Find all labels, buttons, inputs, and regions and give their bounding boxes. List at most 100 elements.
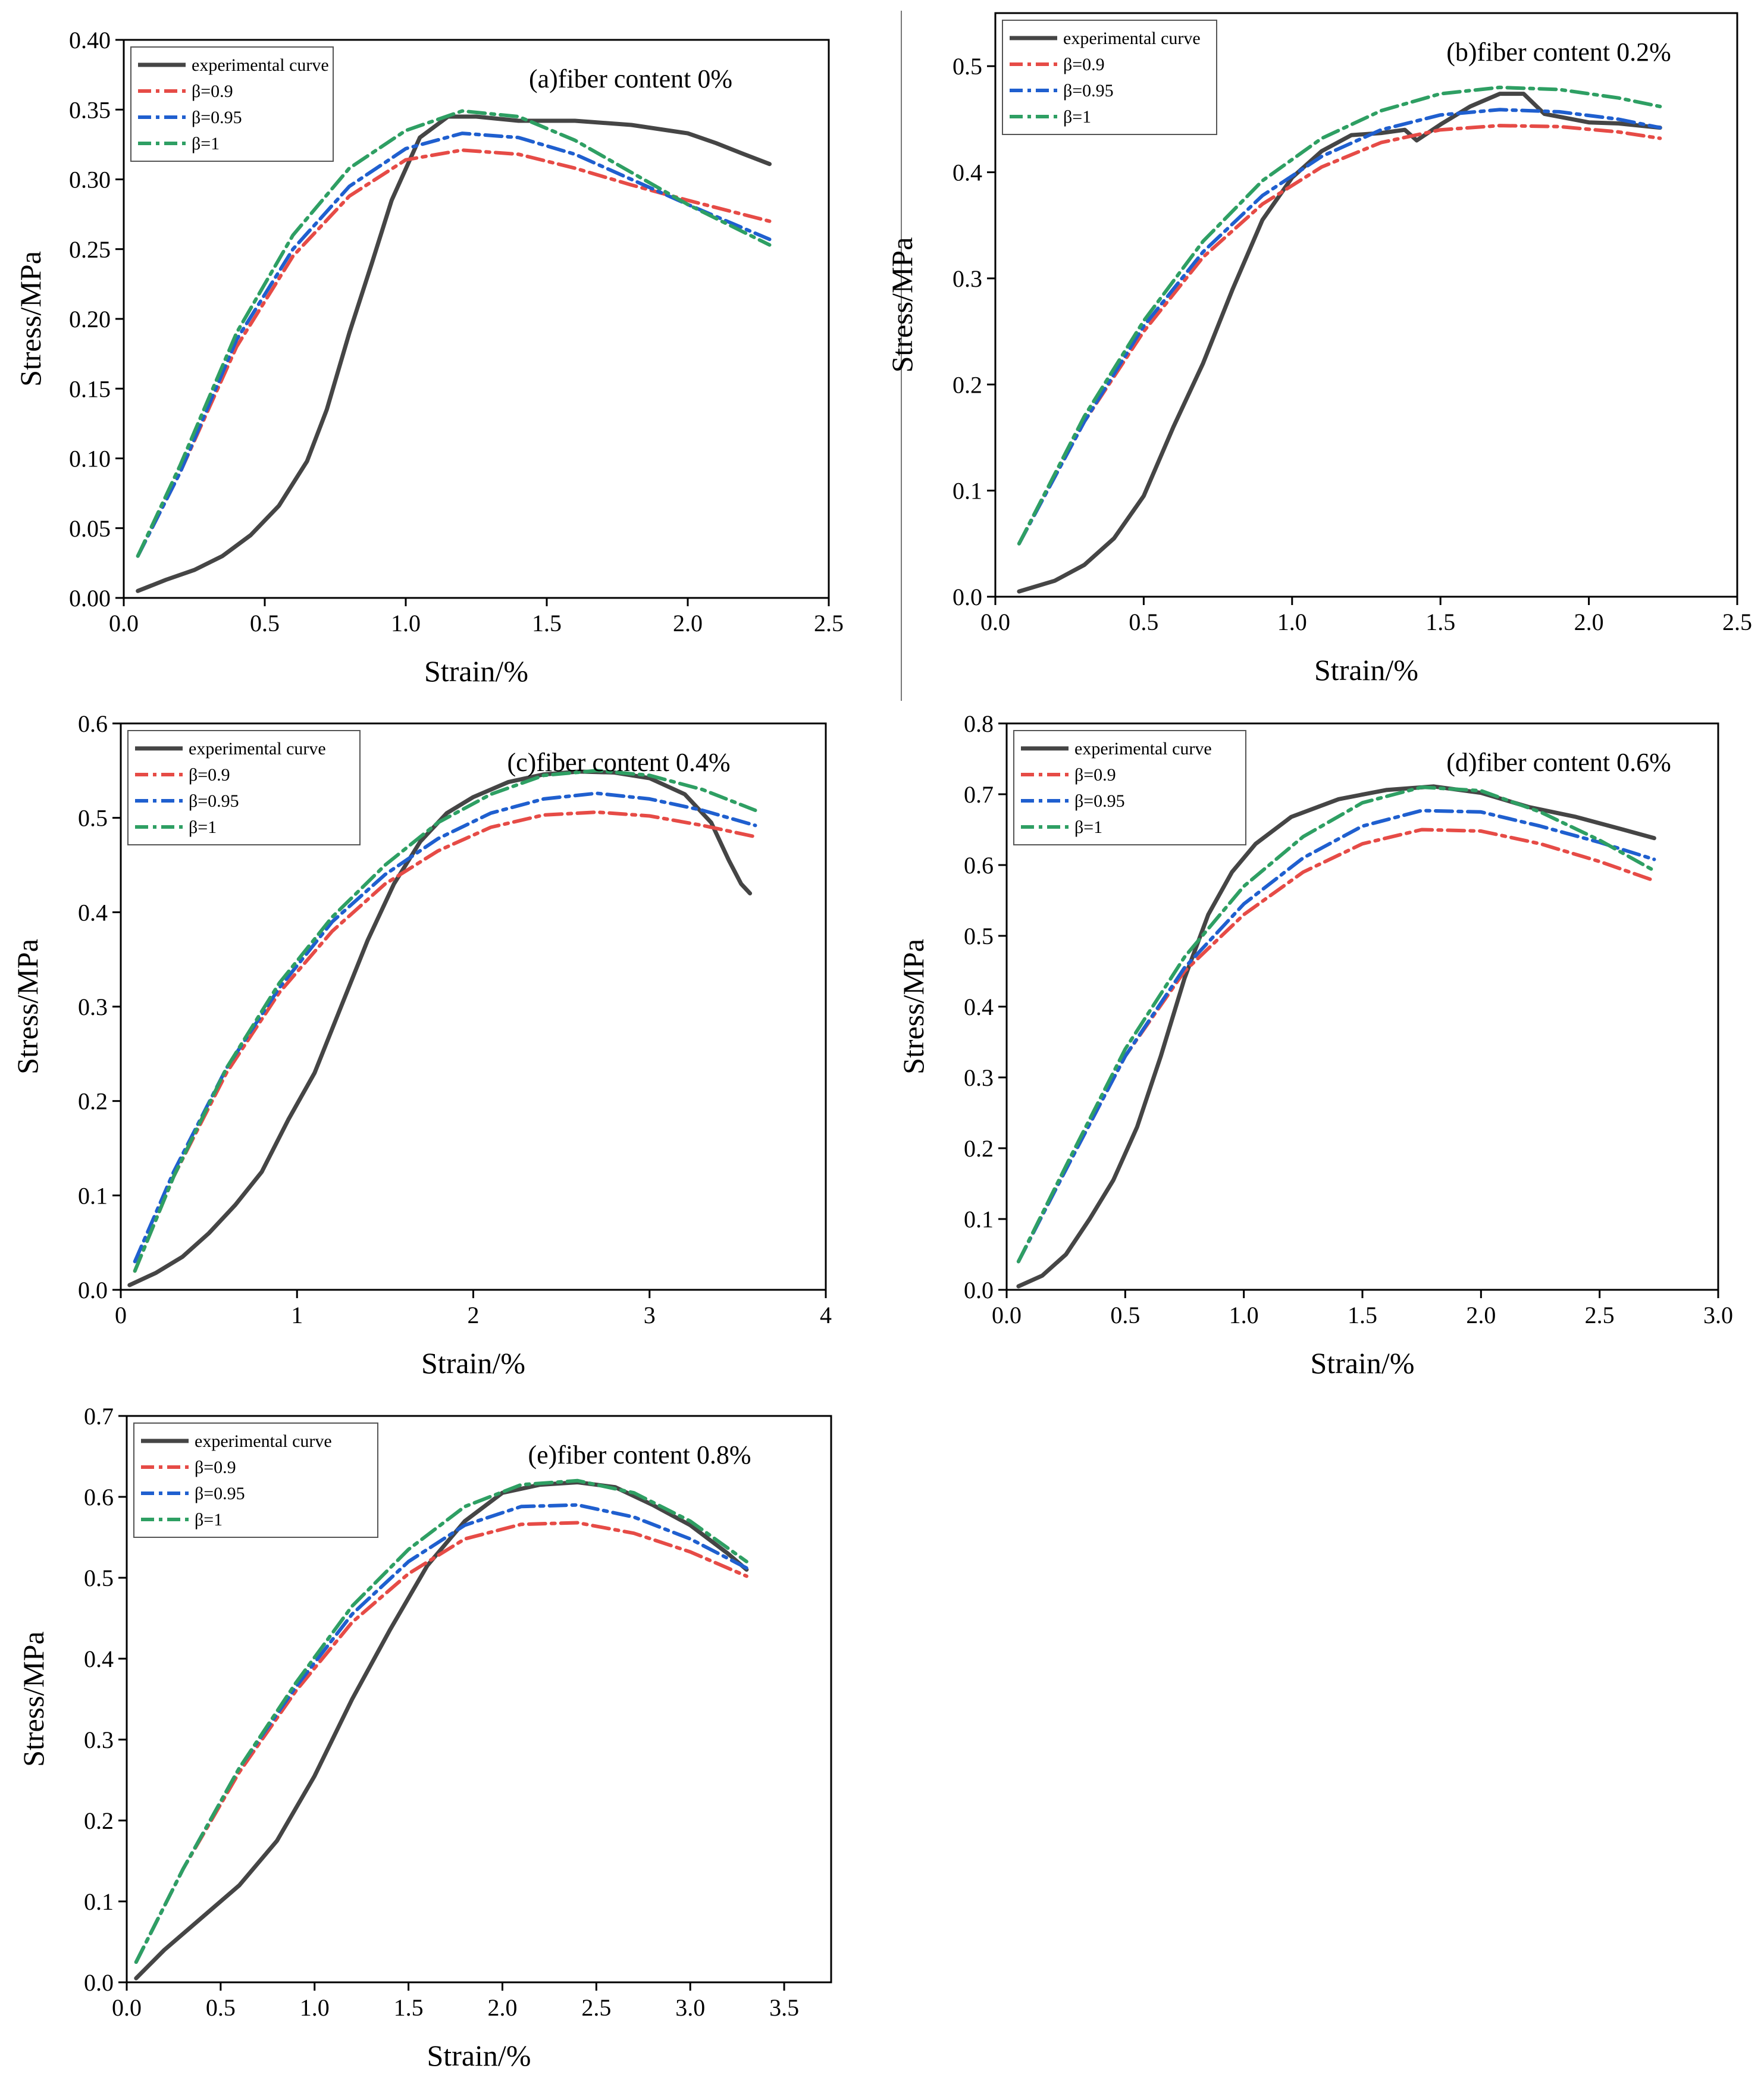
y-tick-label: 0.3	[78, 994, 108, 1020]
legend-label: β=0.95	[1074, 791, 1125, 811]
y-tick-label: 0.1	[84, 1888, 114, 1915]
y-tick-label: 0.20	[69, 306, 111, 333]
legend-label: experimental curve	[1063, 29, 1201, 48]
y-tick-label: 0.4	[78, 899, 108, 926]
x-tick-label: 2	[468, 1302, 480, 1328]
y-tick-label: 0.35	[69, 96, 111, 123]
plot-frame	[126, 1415, 832, 1984]
x-axis-title: Strain/%	[421, 1346, 525, 1380]
legend-label: β=1	[1074, 817, 1102, 837]
legend-label: β=1	[1063, 107, 1091, 127]
series-line	[133, 769, 757, 1273]
x-tick-label: 1.0	[391, 610, 421, 637]
series-line	[1016, 785, 1656, 1264]
x-tick-label: 1.5	[532, 610, 562, 637]
y-tick-label: 0.2	[964, 1135, 994, 1162]
x-axis-title: Strain/%	[424, 654, 528, 688]
panel-title: (c)fiber content 0.4%	[507, 748, 730, 777]
legend-label: β=0.95	[192, 108, 242, 127]
x-tick-label: 0.5	[206, 1994, 236, 2021]
y-tick-label: 0.0	[964, 1277, 994, 1303]
x-tick-label: 1.0	[300, 1994, 330, 2021]
y-tick-label: 0.5	[964, 923, 994, 950]
legend-label: β=0.95	[195, 1484, 245, 1503]
y-tick-label: 0.0	[953, 584, 982, 610]
legend-label: experimental curve	[189, 739, 326, 759]
x-tick-label: 0.0	[992, 1302, 1022, 1328]
y-tick-label: 0.2	[84, 1807, 114, 1834]
legend-label: β=0.95	[1063, 81, 1114, 101]
x-tick-label: 3	[644, 1302, 656, 1328]
y-tick-label: 0.30	[69, 167, 111, 193]
series-line	[136, 109, 772, 558]
x-tick-label: 1.0	[1229, 1302, 1259, 1328]
x-axis-title: Strain/%	[1314, 653, 1418, 687]
x-tick-label: 0.5	[250, 610, 280, 637]
series-line	[134, 1478, 748, 1964]
panel-title: (b)fiber content 0.2%	[1446, 37, 1671, 67]
x-tick-label: 0.0	[109, 610, 139, 637]
y-tick-label: 0.1	[78, 1182, 108, 1209]
y-tick-label: 0.6	[78, 710, 108, 737]
x-axis-title: Strain/%	[427, 2039, 531, 2072]
x-tick-label: 3.0	[675, 1994, 705, 2021]
series-line	[1017, 124, 1662, 546]
legend-label: β=0.9	[1063, 55, 1105, 74]
x-tick-label: 1	[291, 1302, 303, 1328]
y-tick-label: 0.0	[84, 1969, 114, 1996]
legend-label: β=1	[195, 1510, 223, 1530]
x-tick-label: 1.5	[1425, 609, 1455, 635]
y-axis-title: Stress/MPa	[14, 251, 47, 387]
series-line	[1017, 85, 1662, 546]
series-line	[136, 114, 772, 593]
y-tick-label: 0.05	[69, 515, 111, 542]
y-tick-label: 0.40	[69, 27, 111, 54]
series-line	[136, 148, 772, 558]
x-tick-label: 0.5	[1110, 1302, 1140, 1328]
x-tick-label: 4	[820, 1302, 832, 1328]
x-tick-label: 2.0	[1466, 1302, 1496, 1328]
series-line	[136, 131, 772, 558]
series-line	[1017, 92, 1662, 594]
x-tick-label: 2.5	[1722, 609, 1752, 635]
y-tick-label: 0.8	[964, 710, 994, 737]
legend-label: β=0.9	[192, 82, 233, 101]
legend-label: experimental curve	[192, 55, 329, 75]
legend-label: β=0.95	[189, 791, 239, 811]
x-tick-label: 0	[115, 1302, 127, 1328]
y-tick-label: 0.00	[69, 585, 111, 612]
x-tick-label: 1.5	[394, 1994, 424, 2021]
series-line	[134, 1480, 749, 1981]
legend-label: β=0.9	[189, 765, 230, 785]
x-tick-label: 2.5	[814, 610, 844, 637]
x-tick-label: 3.0	[1703, 1302, 1733, 1328]
x-tick-label: 0.0	[112, 1994, 142, 2021]
y-axis-title: Stress/MPa	[17, 1631, 50, 1767]
y-tick-label: 0.5	[84, 1565, 114, 1591]
y-axis-title: Stress/MPa	[11, 939, 44, 1074]
y-tick-label: 0.7	[84, 1403, 114, 1430]
y-tick-label: 0.4	[84, 1646, 114, 1672]
x-tick-label: 1.0	[1277, 609, 1307, 635]
y-tick-label: 0.3	[953, 265, 982, 292]
series-line	[133, 810, 757, 1273]
y-tick-label: 0.0	[78, 1277, 108, 1303]
legend-label: experimental curve	[195, 1431, 332, 1451]
x-tick-label: 2.0	[1574, 609, 1604, 635]
series-line	[1017, 108, 1662, 546]
x-tick-label: 0.0	[980, 609, 1010, 635]
y-tick-label: 0.4	[964, 994, 994, 1020]
x-tick-label: 2.5	[581, 1994, 611, 2021]
panel-divider	[901, 11, 902, 701]
y-tick-label: 0.10	[69, 446, 111, 472]
x-axis-title: Strain/%	[1311, 1346, 1415, 1380]
panel-title: (e)fiber content 0.8%	[528, 1440, 751, 1469]
x-tick-label: 0.5	[1129, 609, 1158, 635]
y-axis-title: Stress/MPa	[885, 237, 919, 373]
y-tick-label: 0.25	[69, 236, 111, 263]
x-tick-label: 2.5	[1585, 1302, 1615, 1328]
